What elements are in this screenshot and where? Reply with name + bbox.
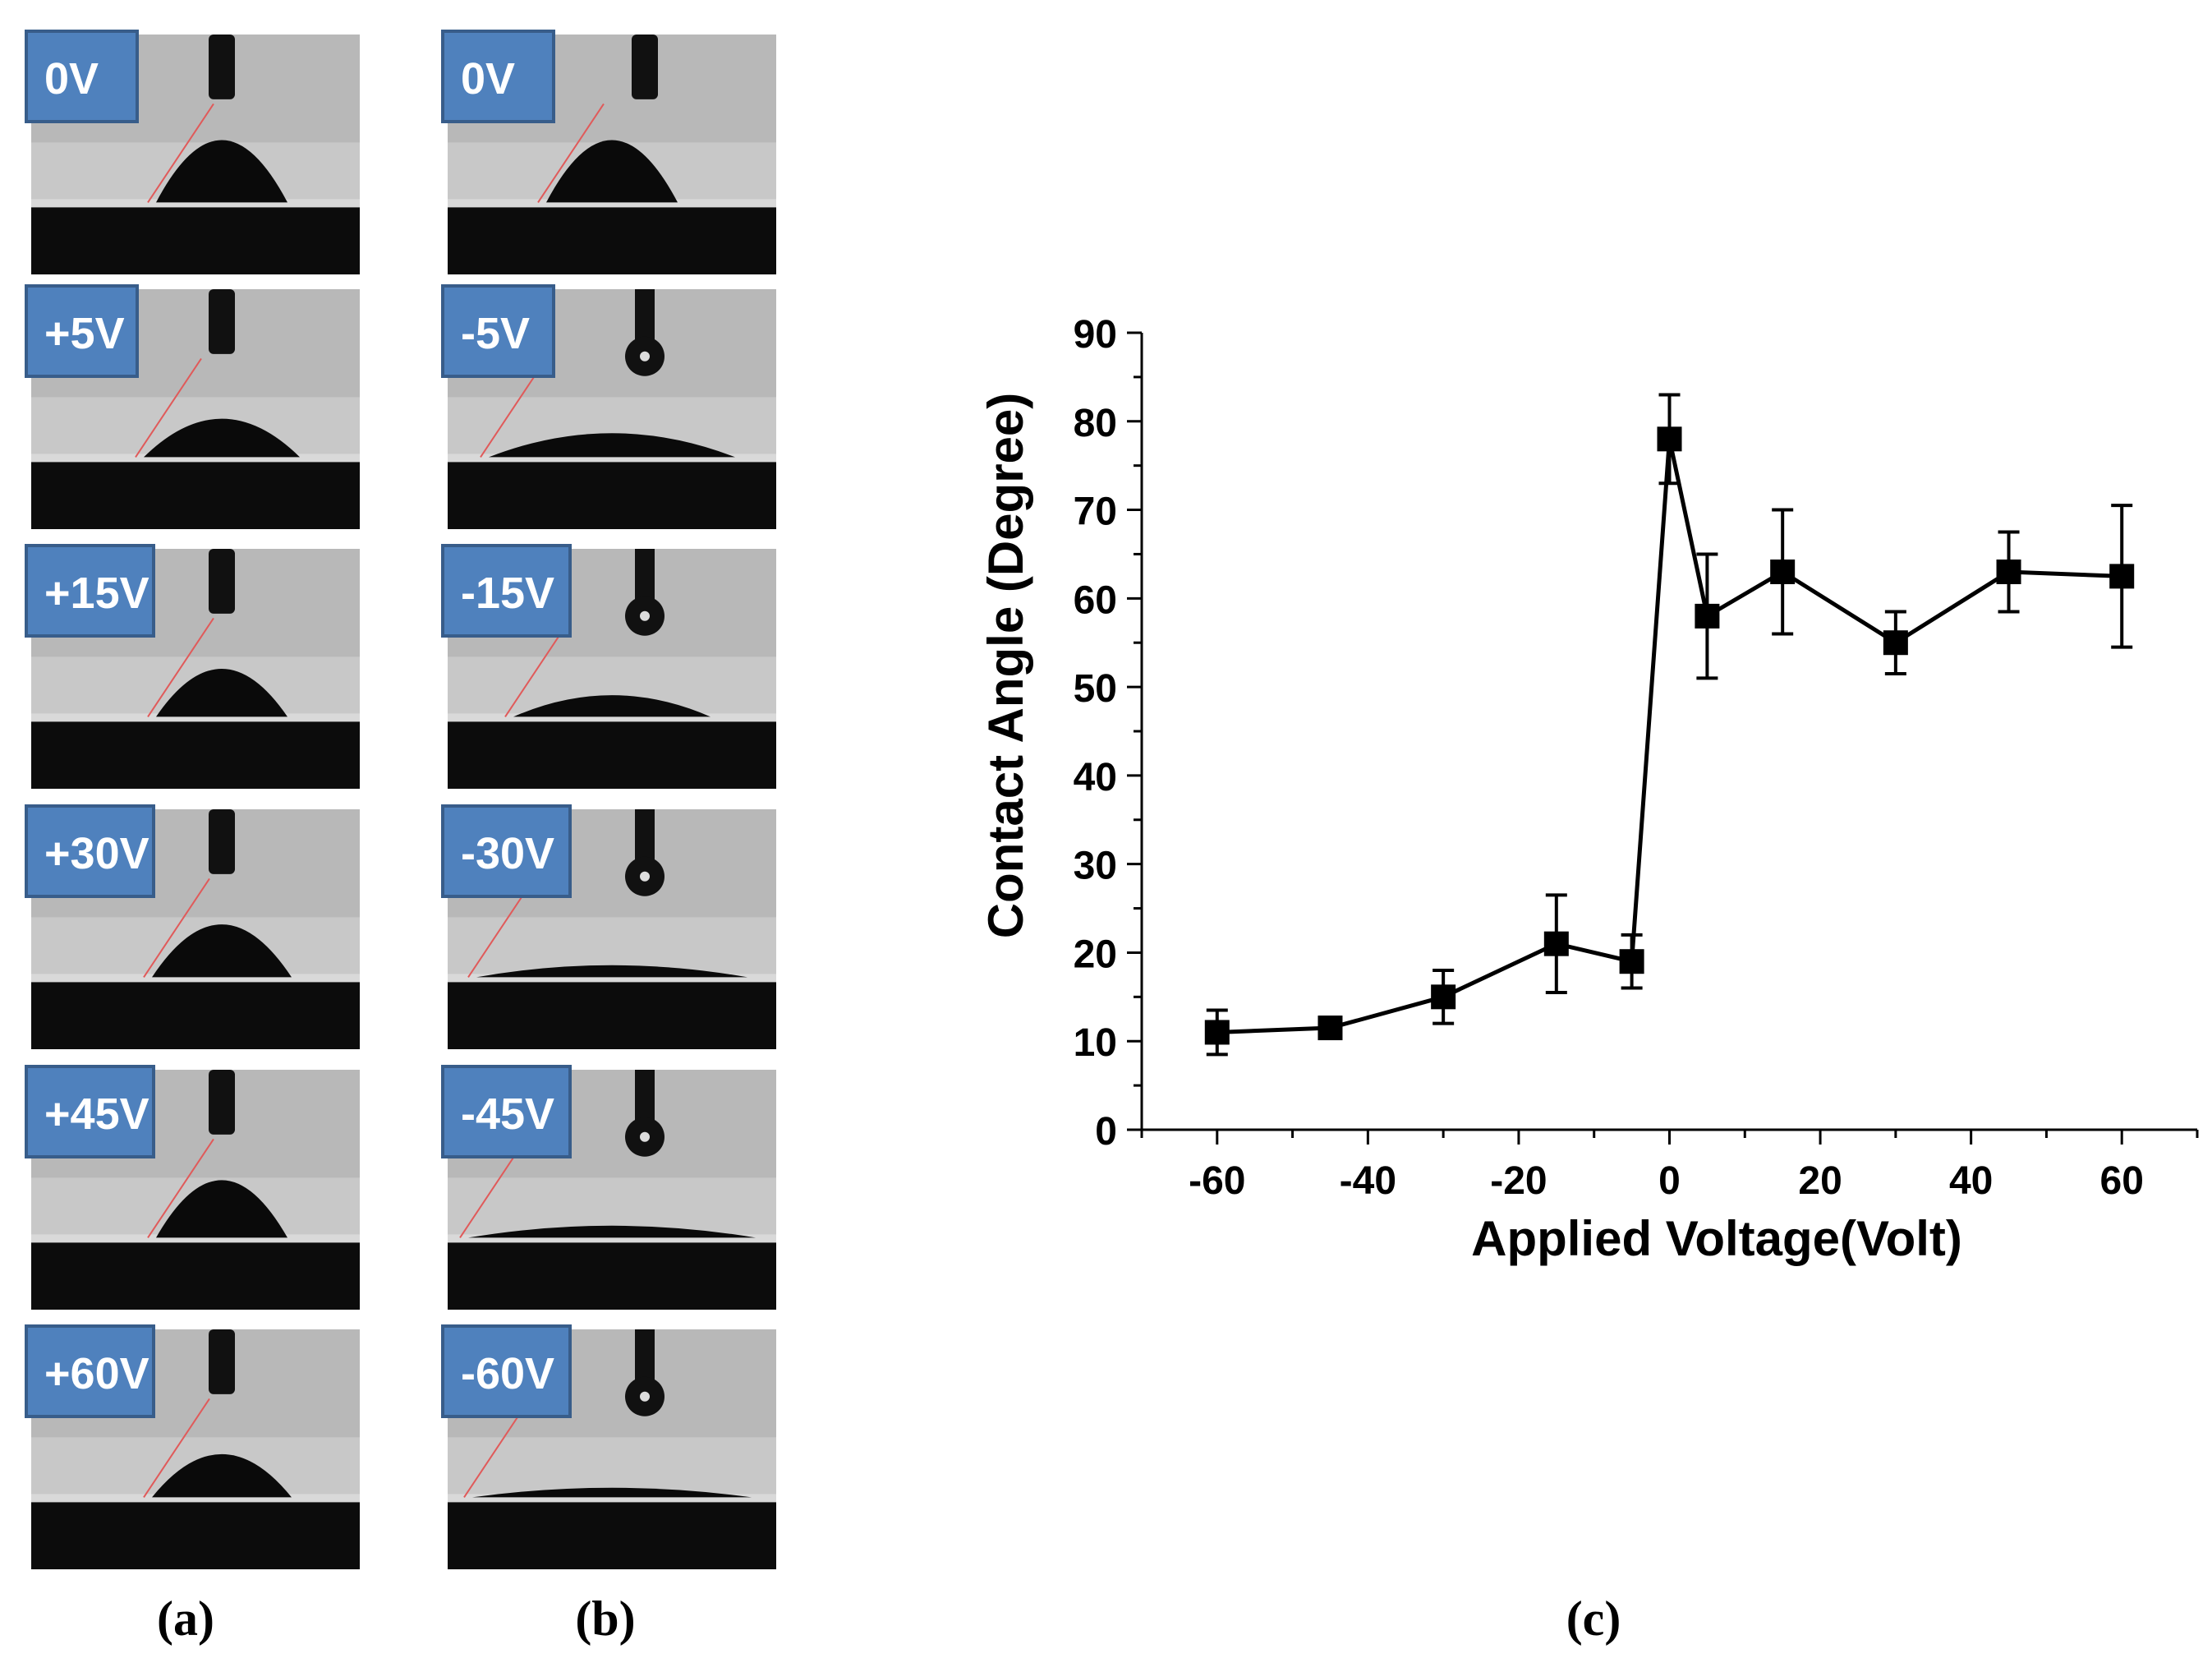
voltage-label-b-5: -60V — [441, 1324, 572, 1418]
voltage-label-b-4: -45V — [441, 1065, 572, 1158]
data-point — [1543, 931, 1569, 956]
droplet-photo-b-5: -60V — [441, 1324, 776, 1569]
sessile-droplet — [476, 965, 747, 978]
svg-text:+30V: +30V — [44, 829, 149, 878]
voltage-label-a-4: +45V — [25, 1065, 155, 1158]
y-tick-label: 20 — [1074, 933, 1117, 976]
sessile-droplet — [468, 1225, 756, 1238]
sessile-droplet — [156, 140, 287, 203]
droplet-photo-a-5: +60V — [25, 1324, 360, 1569]
sessile-droplet — [489, 433, 735, 458]
droplet-photo-b-0: 0V — [441, 30, 776, 274]
caption-a: (a) — [157, 1591, 214, 1646]
svg-text:0V: 0V — [461, 54, 515, 104]
droplet-photo-a-4: +45V — [25, 1065, 360, 1310]
voltage-label-b-0: 0V — [441, 30, 555, 123]
x-tick-label: -60 — [1189, 1159, 1245, 1203]
svg-text:+45V: +45V — [44, 1089, 149, 1139]
y-tick-label: 90 — [1074, 313, 1117, 357]
droplet-photo-a-3: +30V — [25, 804, 360, 1049]
voltage-label-a-2: +15V — [25, 544, 155, 638]
data-point — [1619, 949, 1644, 974]
y-tick-label: 70 — [1074, 491, 1117, 534]
y-tick-label: 50 — [1074, 667, 1117, 711]
droplet-photo-b-1: -5V — [441, 284, 776, 529]
svg-text:0V: 0V — [44, 54, 99, 104]
data-point — [1996, 560, 2021, 584]
svg-text:+15V: +15V — [44, 569, 149, 618]
needle — [209, 1070, 235, 1135]
data-point — [1204, 1020, 1230, 1045]
data-point — [1431, 984, 1456, 1010]
y-tick-label: 40 — [1074, 756, 1117, 799]
droplet-photo-b-2: -15V — [441, 544, 776, 789]
droplet-photo-b-4: -45V — [441, 1065, 776, 1310]
data-point — [1318, 1016, 1343, 1041]
x-axis-label: Applied Voltage(Volt) — [1471, 1211, 1962, 1266]
sessile-droplet — [152, 1453, 292, 1498]
needle — [209, 549, 235, 614]
x-tick-label: 20 — [1798, 1159, 1842, 1203]
caption-c: (c) — [1566, 1591, 1621, 1646]
sessile-droplet — [156, 669, 287, 717]
y-axis-label: Contact Angle (Degree) — [978, 393, 1033, 939]
voltage-label-b-2: -15V — [441, 544, 572, 638]
needle — [209, 289, 235, 354]
sessile-droplet — [152, 924, 292, 978]
data-point — [1770, 560, 1796, 584]
data-point — [1883, 630, 1908, 656]
needle — [209, 1329, 235, 1394]
droplet-photo-a-1: +5V — [25, 284, 360, 529]
sessile-droplet — [144, 418, 300, 458]
svg-text:+5V: +5V — [44, 309, 125, 358]
y-tick-label: 80 — [1074, 402, 1117, 445]
needle — [635, 1329, 655, 1383]
svg-text:-30V: -30V — [461, 829, 554, 878]
needle — [635, 289, 655, 343]
data-point — [1695, 603, 1720, 629]
voltage-label-a-3: +30V — [25, 804, 155, 898]
droplet-photo-b-3: -30V — [441, 804, 776, 1049]
svg-text:-60V: -60V — [461, 1349, 554, 1398]
needle — [632, 35, 658, 99]
droplet-photo-panels: 0V +5V +15V +30V +45V +60V 0V -5V -15V -30V -45V -6… — [25, 30, 776, 1569]
y-tick-label: 10 — [1074, 1021, 1117, 1065]
voltage-label-b-1: -5V — [441, 284, 555, 378]
voltage-label-a-0: 0V — [25, 30, 139, 123]
chart-axes: 0 10 20 30 40 50 60 70 80 90 -60 -40 -20 0 20 40 60 — [1074, 313, 2199, 1203]
svg-text:-15V: -15V — [461, 569, 554, 618]
needle — [209, 809, 235, 874]
caption-b: (b) — [575, 1591, 635, 1646]
chart-marks — [1204, 393, 2135, 1057]
x-tick-label: 60 — [2100, 1159, 2144, 1203]
contact-angle-chart: 0 10 20 30 40 50 60 70 80 90 -60 -40 -20 0 20 40 60 Appl… — [978, 313, 2199, 1266]
x-tick-label: 0 — [1658, 1159, 1681, 1203]
y-tick-label: 60 — [1074, 578, 1117, 622]
voltage-label-a-5: +60V — [25, 1324, 155, 1418]
y-tick-label: 0 — [1095, 1110, 1117, 1154]
svg-text:-45V: -45V — [461, 1089, 554, 1139]
needle — [209, 35, 235, 99]
x-tick-label: -40 — [1340, 1159, 1396, 1203]
series-line — [1216, 438, 2122, 1034]
y-tick-label: 30 — [1074, 845, 1117, 888]
sessile-droplet — [546, 140, 678, 203]
sessile-droplet — [156, 1180, 287, 1238]
x-tick-label: 40 — [1949, 1159, 1993, 1203]
sessile-droplet — [472, 1487, 752, 1498]
droplet-photo-a-0: 0V — [25, 30, 360, 274]
data-point — [1657, 426, 1682, 452]
svg-text:+60V: +60V — [44, 1349, 149, 1398]
needle — [635, 1070, 655, 1123]
needle — [635, 809, 655, 863]
needle — [635, 549, 655, 602]
sessile-droplet — [513, 695, 711, 717]
droplet-photo-a-2: +15V — [25, 544, 360, 789]
x-tick-label: -20 — [1490, 1159, 1547, 1203]
voltage-label-a-1: +5V — [25, 284, 139, 378]
svg-text:-5V: -5V — [461, 309, 530, 358]
data-point — [2109, 564, 2135, 589]
voltage-label-b-3: -30V — [441, 804, 572, 898]
